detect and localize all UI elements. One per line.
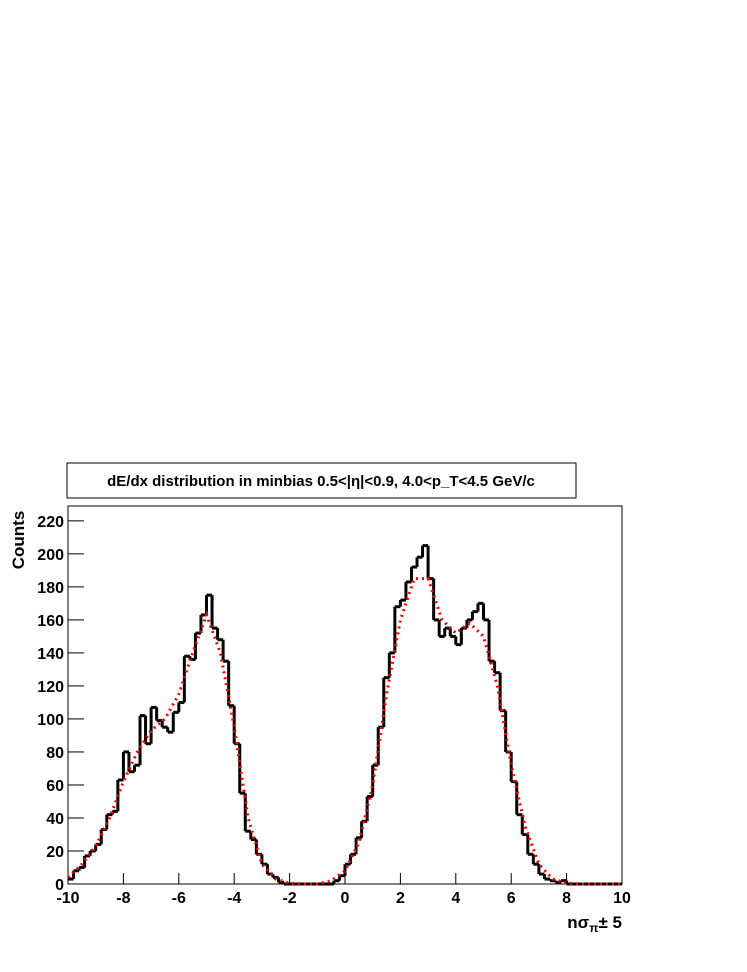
x-tick-label: -4	[227, 890, 241, 907]
y-tick-label: 80	[46, 745, 64, 762]
x-label-rest: ± 5	[598, 913, 622, 932]
x-tick-label: 10	[613, 890, 631, 907]
x-tick-label: -10	[56, 890, 79, 907]
y-tick-label: 220	[37, 514, 64, 531]
y-tick-label: 120	[37, 679, 64, 696]
x-tick-label: -8	[116, 890, 130, 907]
x-tick-label: -6	[172, 890, 186, 907]
fit-curve	[66, 577, 622, 886]
x-label-sub: π	[589, 921, 598, 935]
x-tick-label: 0	[341, 890, 350, 907]
y-tick-label: 200	[37, 547, 64, 564]
y-tick-label: 140	[37, 646, 64, 663]
chart-title: dE/dx distribution in minbias 0.5<|η|<0.…	[107, 473, 535, 490]
y-tick-label: 0	[55, 877, 64, 894]
x-tick-label: 6	[507, 890, 516, 907]
y-tick-label: 160	[37, 613, 64, 630]
plot-frame	[67, 505, 623, 885]
y-axis-label: Counts	[9, 511, 28, 570]
y-tick-label: 100	[37, 712, 64, 729]
y-tick-label: 20	[46, 844, 64, 861]
y-tick-label: 40	[46, 811, 64, 828]
x-label-main: nσ	[567, 913, 589, 932]
x-axis-label: nσπ± 5	[567, 913, 622, 935]
title-box	[66, 462, 577, 499]
x-tick-label: 8	[562, 890, 571, 907]
y-tick-label: 180	[37, 580, 64, 597]
x-tick-label: -2	[282, 890, 296, 907]
x-tick-label: 2	[396, 890, 405, 907]
x-tick-label: 4	[451, 890, 460, 907]
y-tick-label: 60	[46, 778, 64, 795]
